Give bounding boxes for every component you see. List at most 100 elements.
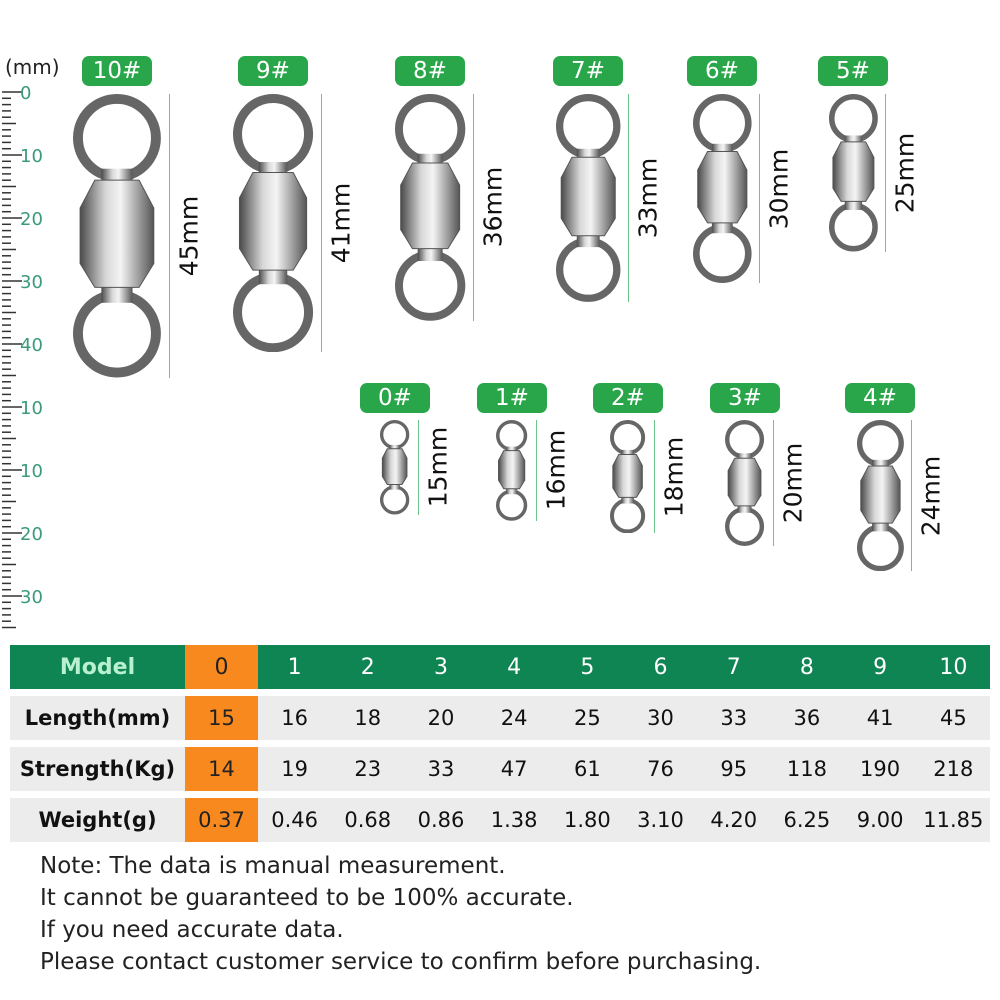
swivel-image <box>554 93 622 306</box>
table-cell: 6 <box>623 645 698 689</box>
table-cell: 1 <box>258 645 332 689</box>
dimension-line <box>417 420 419 515</box>
swivel-image <box>393 93 467 325</box>
dimension-line <box>653 420 655 534</box>
table-cell: 3.10 <box>623 798 698 842</box>
table-cell: 0 <box>185 645 258 689</box>
size-tag: 0# <box>360 383 430 413</box>
length-label: 24mm <box>916 455 946 536</box>
ruler-label: 20 <box>20 209 43 230</box>
row-label: Weight(g) <box>10 798 185 842</box>
swivel-image <box>723 419 766 550</box>
size-tag: 3# <box>710 383 780 413</box>
ruler-label: 40 <box>20 335 43 356</box>
note-line: Please contact customer service to confi… <box>40 949 762 975</box>
dimension-line <box>473 94 475 321</box>
dimension-line <box>772 420 774 546</box>
table-cell: 10 <box>916 645 990 689</box>
table-cell: 11.85 <box>916 798 990 842</box>
table-cell: 24 <box>477 696 551 740</box>
table-cell: 9.00 <box>843 798 917 842</box>
size-tag: 5# <box>818 56 888 86</box>
note-line: If you need accurate data. <box>40 917 344 943</box>
swivel-image <box>378 420 411 519</box>
table-cell: 20 <box>404 696 478 740</box>
ruler-label: 0 <box>20 83 31 104</box>
table-cell: 45 <box>916 696 990 740</box>
table-cell: 36 <box>770 696 844 740</box>
table-row: Length(mm) 15 16 18 20 24 25 30 33 36 41 45 <box>10 696 990 740</box>
length-label: 45mm <box>174 195 204 277</box>
length-label: 41mm <box>326 182 356 264</box>
note-line: It cannot be guaranteed to be 100% accur… <box>40 885 574 911</box>
dimension-line <box>911 420 913 572</box>
size-tag: 8# <box>395 56 465 86</box>
table-cell: 15 <box>185 696 258 740</box>
table-cell: 25 <box>550 696 624 740</box>
table-cell: 18 <box>331 696 405 740</box>
swivel-image <box>608 419 647 537</box>
table-cell: 6.25 <box>770 798 844 842</box>
table-row: Strength(Kg) 14 19 23 33 47 61 76 95 118 190 218 <box>10 747 990 791</box>
table-cell: 3 <box>404 645 478 689</box>
swivel-image <box>71 94 163 382</box>
unit-label: (mm) <box>5 55 60 79</box>
length-label: 16mm <box>541 430 571 511</box>
length-label: 20mm <box>778 442 808 524</box>
table-cell: 8 <box>770 645 844 689</box>
ruler-label: 30 <box>20 272 43 293</box>
size-tag: 2# <box>593 383 663 413</box>
table-cell: 14 <box>185 747 258 791</box>
row-label: Model <box>10 645 185 689</box>
table-cell: 2 <box>331 645 405 689</box>
ruler-label: 10 <box>20 461 43 482</box>
table-cell: 1.38 <box>477 798 551 842</box>
ruler-label: 10 <box>20 398 43 419</box>
table-cell: 16 <box>258 696 332 740</box>
dimension-line <box>885 94 887 252</box>
dimension-line <box>321 94 323 353</box>
table-cell: 0.68 <box>331 798 405 842</box>
size-tag: 4# <box>845 383 915 413</box>
table-cell: 1.80 <box>550 798 624 842</box>
table-cell: 19 <box>258 747 332 791</box>
table-cell: 61 <box>550 747 624 791</box>
dimension-line <box>168 94 170 378</box>
swivel-image <box>691 94 754 287</box>
table-cell: 33 <box>697 696 771 740</box>
length-label: 18mm <box>659 436 689 517</box>
table-cell: 30 <box>623 696 698 740</box>
swivel-image <box>494 419 529 525</box>
ruler-label: 30 <box>20 587 43 608</box>
size-tag: 7# <box>553 56 623 86</box>
table-cell: 23 <box>331 747 405 791</box>
table-cell: 5 <box>550 645 624 689</box>
length-label: 36mm <box>478 167 508 248</box>
length-label: 15mm <box>423 426 453 508</box>
size-tag: 10# <box>82 56 152 86</box>
swivel-image <box>827 94 880 256</box>
table-row: Model 0 1 2 3 4 5 6 7 8 9 10 <box>10 645 990 689</box>
table-cell: 0.46 <box>258 798 332 842</box>
size-tag: 9# <box>238 56 308 86</box>
table-cell: 0.37 <box>185 798 258 842</box>
dimension-line <box>535 420 537 521</box>
ruler-label: 20 <box>20 524 43 545</box>
table-cell: 47 <box>477 747 551 791</box>
swivel-image <box>231 93 315 356</box>
dimension-line <box>759 94 761 283</box>
ruler: 0 10 20 30 40 10 10 20 30 <box>2 83 43 629</box>
table-cell: 7 <box>697 645 771 689</box>
row-label: Strength(Kg) <box>10 747 185 791</box>
table-cell: 95 <box>697 747 771 791</box>
table-cell: 9 <box>843 645 917 689</box>
table-cell: 118 <box>770 747 844 791</box>
table-cell: 41 <box>843 696 917 740</box>
swivel-image <box>855 420 906 575</box>
table-cell: 4 <box>477 645 551 689</box>
table-cell: 218 <box>916 747 990 791</box>
ruler-label: 10 <box>20 146 43 167</box>
row-label: Length(mm) <box>10 696 185 740</box>
table-row: Weight(g) 0.37 0.46 0.68 0.86 1.38 1.80 3.10 4.2… <box>10 798 990 842</box>
length-label: 30mm <box>764 148 794 229</box>
